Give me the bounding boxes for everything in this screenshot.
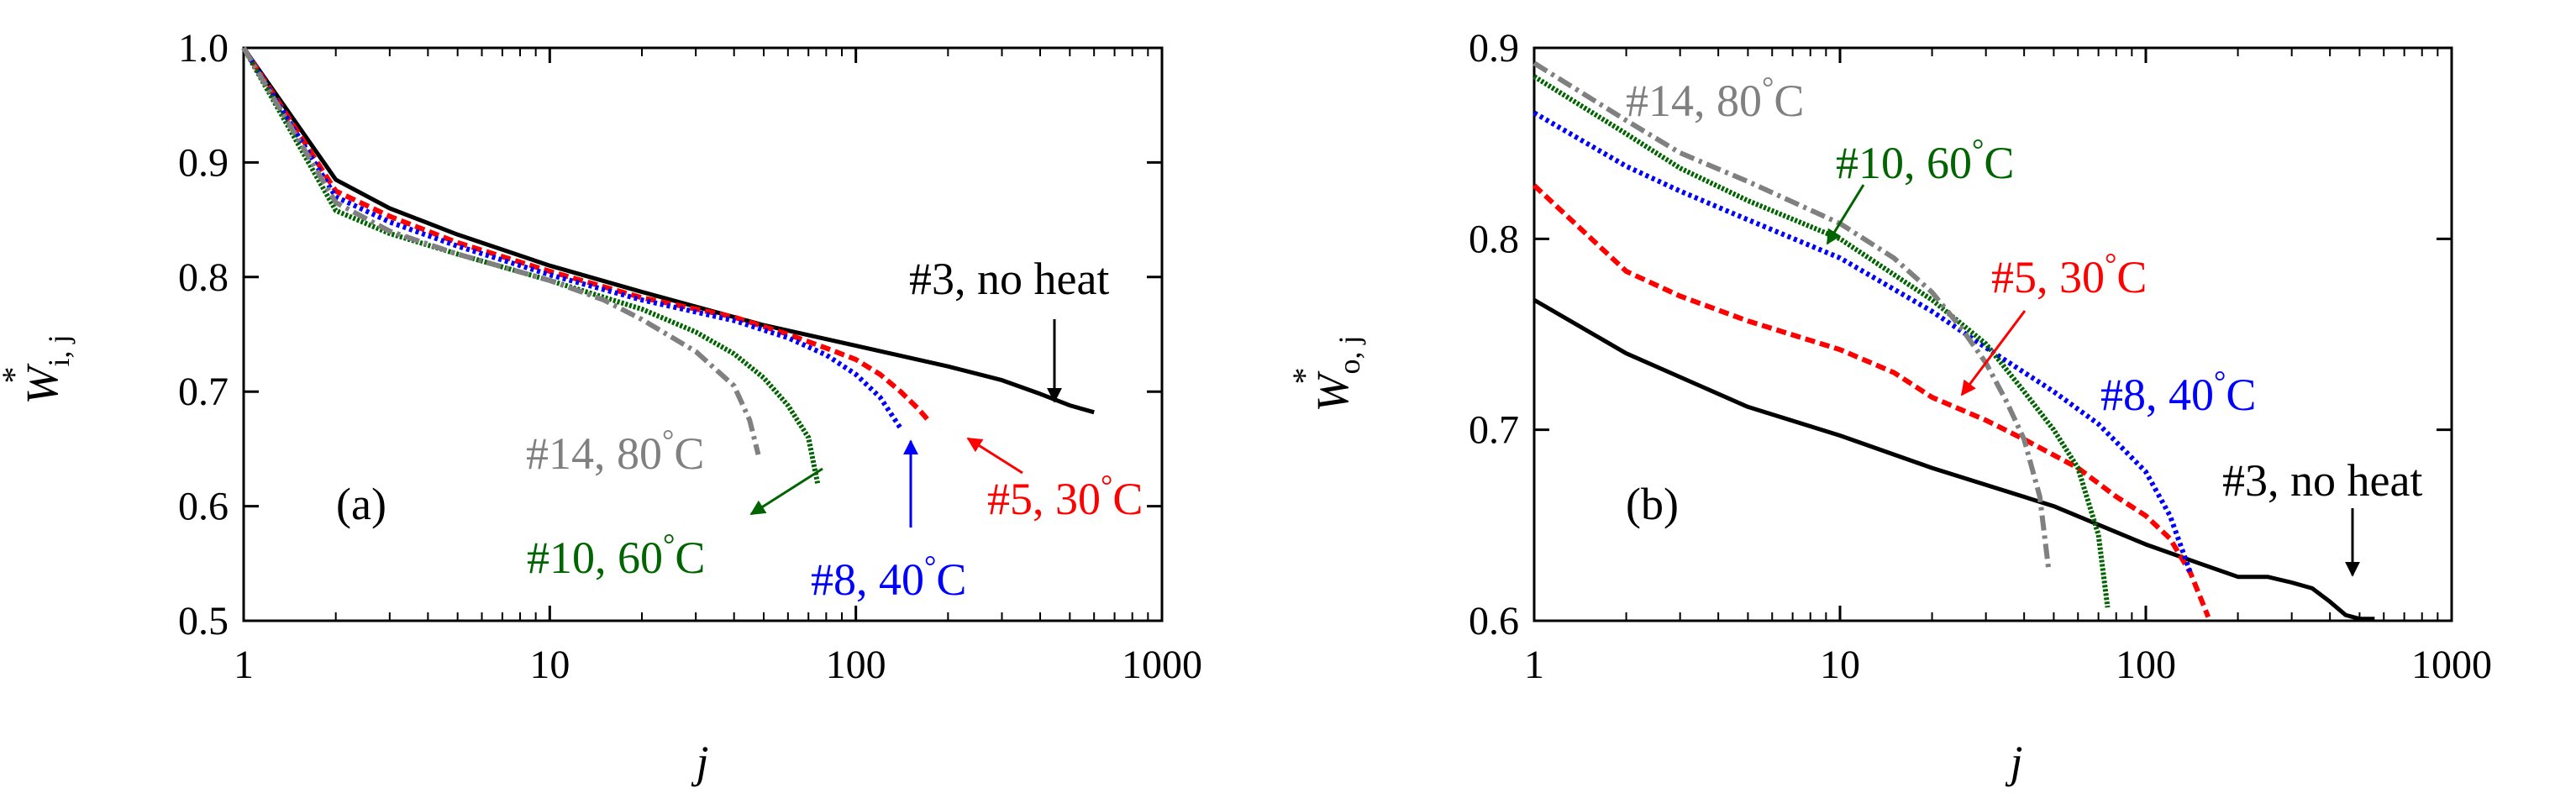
series-annotation: #5, 30°C — [987, 469, 1143, 524]
x-tick-label: 1 — [234, 643, 254, 687]
y-tick-label: 0.9 — [1469, 26, 1519, 71]
x-tick-label: 1000 — [1122, 643, 1202, 687]
annotation-arrow — [966, 437, 1023, 475]
y-tick-label: 0.7 — [1469, 408, 1519, 453]
y-tick-label: 0.6 — [1469, 599, 1519, 643]
series-line-14-80-c — [1532, 60, 2051, 568]
x-tick-label: 100 — [2116, 643, 2176, 687]
series-annotation: #14, 80°C — [1626, 71, 1804, 126]
series-annotation: #3, no heat — [2222, 455, 2422, 506]
plot-frame — [242, 46, 1164, 622]
panel-label: (b) — [1626, 479, 1679, 529]
panel-a: 1 10 100 1000 0.5 0.6 0.7 0.8 0.9 1.0 j Wi, j* (a) #3… — [0, 26, 1202, 787]
series-annotation: #3, no heat — [909, 254, 1109, 304]
annotation-arrow — [1960, 310, 2027, 396]
series-line-8-40-c — [1532, 110, 2194, 575]
x-tick-label: 100 — [826, 643, 886, 687]
series-line-3-no-heat — [1532, 297, 2375, 622]
series-line-3-no-heat — [241, 46, 1095, 415]
series-line-14-80-c — [241, 46, 761, 455]
y-axis-label: Wi, j* — [0, 335, 76, 405]
x-axis-label: j — [691, 737, 708, 787]
series-line-8-40-c — [241, 46, 903, 430]
panel-label: (a) — [336, 479, 386, 529]
series-line-5-30-c — [1532, 183, 2211, 618]
x-tick-label: 10 — [529, 643, 570, 687]
x-tick-label: 10 — [1820, 643, 1860, 687]
annotation-arrow — [1826, 184, 1865, 245]
plot-frame — [1532, 46, 2453, 622]
series-line-5-30-c — [241, 46, 933, 424]
series-line-10-60-c — [241, 46, 821, 484]
y-tick-label: 0.7 — [178, 370, 229, 414]
series-annotation: #8, 40°C — [811, 549, 966, 605]
y-tick-label: 0.8 — [178, 255, 229, 300]
x-axis-label: j — [2005, 737, 2022, 787]
series-line-10-60-c — [1532, 74, 2111, 608]
x-tick-label: 1 — [1524, 643, 1544, 687]
y-tick-label: 1.0 — [178, 26, 229, 71]
series-annotation: #14, 80°C — [526, 423, 704, 479]
annotation-arrow — [749, 467, 823, 516]
y-axis-label: Wo, j* — [1285, 336, 1366, 412]
x-tick-label: 1000 — [2411, 643, 2492, 687]
y-tick-label: 0.9 — [178, 140, 229, 185]
series-annotation: #10, 60°C — [527, 528, 705, 583]
panel-b: 1 10 100 1000 0.6 0.7 0.8 0.9 j Wo, j* (b) #14, 80°… — [1285, 26, 2492, 787]
y-tick-label: 0.5 — [178, 599, 229, 643]
series-annotation: #8, 40°C — [2100, 365, 2256, 420]
series-annotation: #5, 30°C — [1991, 247, 2147, 302]
series-annotation: #10, 60°C — [1836, 133, 2014, 188]
y-tick-label: 0.8 — [1469, 217, 1519, 261]
y-tick-label: 0.6 — [178, 485, 229, 529]
